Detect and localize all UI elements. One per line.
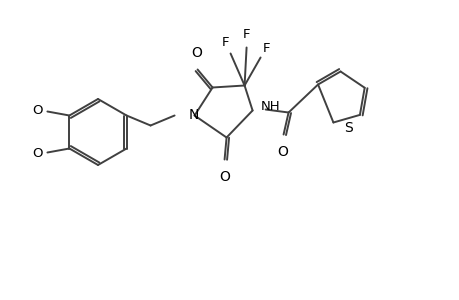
Text: O: O (32, 104, 42, 117)
Text: F: F (262, 41, 270, 55)
Text: S: S (343, 121, 352, 135)
Text: F: F (242, 28, 250, 40)
Text: N: N (188, 107, 198, 122)
Text: NH: NH (260, 100, 280, 113)
Text: O: O (32, 147, 42, 160)
Text: O: O (276, 145, 287, 158)
Text: O: O (191, 46, 202, 59)
Text: F: F (221, 35, 229, 49)
Text: O: O (218, 169, 230, 184)
